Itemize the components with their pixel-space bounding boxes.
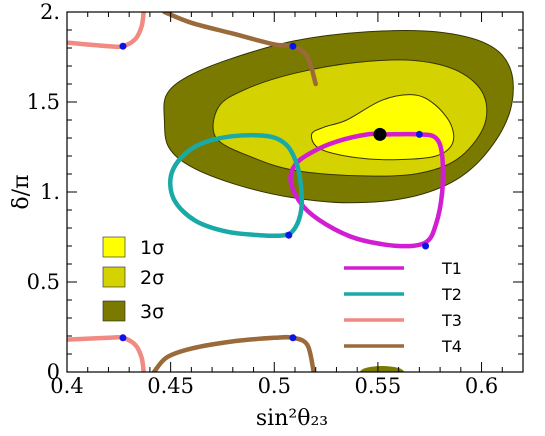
legend-label-t3: T3 <box>441 311 462 330</box>
endpoint-t3-0 <box>119 42 127 50</box>
x-tick-label: 0.4 <box>50 374 83 398</box>
legend-label-t2: T2 <box>441 285 462 304</box>
legend-swatch-2sigma <box>102 266 126 288</box>
endpoint-t1-1 <box>422 242 430 250</box>
legend-label-t1: T1 <box>441 259 462 278</box>
markers <box>119 42 430 342</box>
curve-t4-1 <box>151 334 316 372</box>
legend-swatch-3sigma <box>102 300 126 322</box>
endpoint-t4-1 <box>289 334 297 342</box>
x-tick-label: 0.5 <box>258 374 291 398</box>
curve-t3-0 <box>67 12 146 50</box>
legend-label-1sigma: 1σ <box>140 237 164 259</box>
legend-label-3sigma: 3σ <box>140 301 164 323</box>
best-fit-point <box>373 127 387 141</box>
legend-label-t4: T4 <box>441 337 462 356</box>
y-tick-label: 2. <box>40 0 60 24</box>
y-tick-label: 1. <box>40 180 60 204</box>
region-1sigma <box>310 94 455 161</box>
endpoint-t3-1 <box>119 334 127 342</box>
x-axis-label: sin²θ₂₃ <box>256 406 328 431</box>
line-legend: T1 T2 T3 T4 <box>344 259 462 356</box>
region-legend: 1σ 2σ 3σ <box>102 236 164 323</box>
region-3sigma-bottom <box>360 366 405 372</box>
confidence-regions <box>163 29 514 372</box>
curve-t1-0 <box>288 131 446 249</box>
legend-swatch-1sigma <box>102 236 126 258</box>
endpoint-t2-0 <box>285 231 293 239</box>
curve-t4-0 <box>162 12 318 87</box>
tick-labels: 0.4 0.45 0.5 0.55 0.6 0 0.5 1. 1.5 2. <box>27 0 499 398</box>
y-tick-label: 1.5 <box>27 90 60 114</box>
legend-label-2sigma: 2σ <box>140 267 164 289</box>
x-tick-label: 0.55 <box>355 374 402 398</box>
y-axis-label: δ/π <box>9 174 34 209</box>
axis-ticks <box>66 11 524 373</box>
y-tick-label: 0 <box>47 360 60 384</box>
x-tick-label: 0.45 <box>147 374 194 398</box>
curve-t3-1 <box>67 334 146 372</box>
x-tick-label: 0.6 <box>465 374 498 398</box>
y-tick-label: 0.5 <box>27 270 60 294</box>
endpoint-t1-0 <box>415 130 423 138</box>
endpoint-t4-0 <box>289 42 297 50</box>
